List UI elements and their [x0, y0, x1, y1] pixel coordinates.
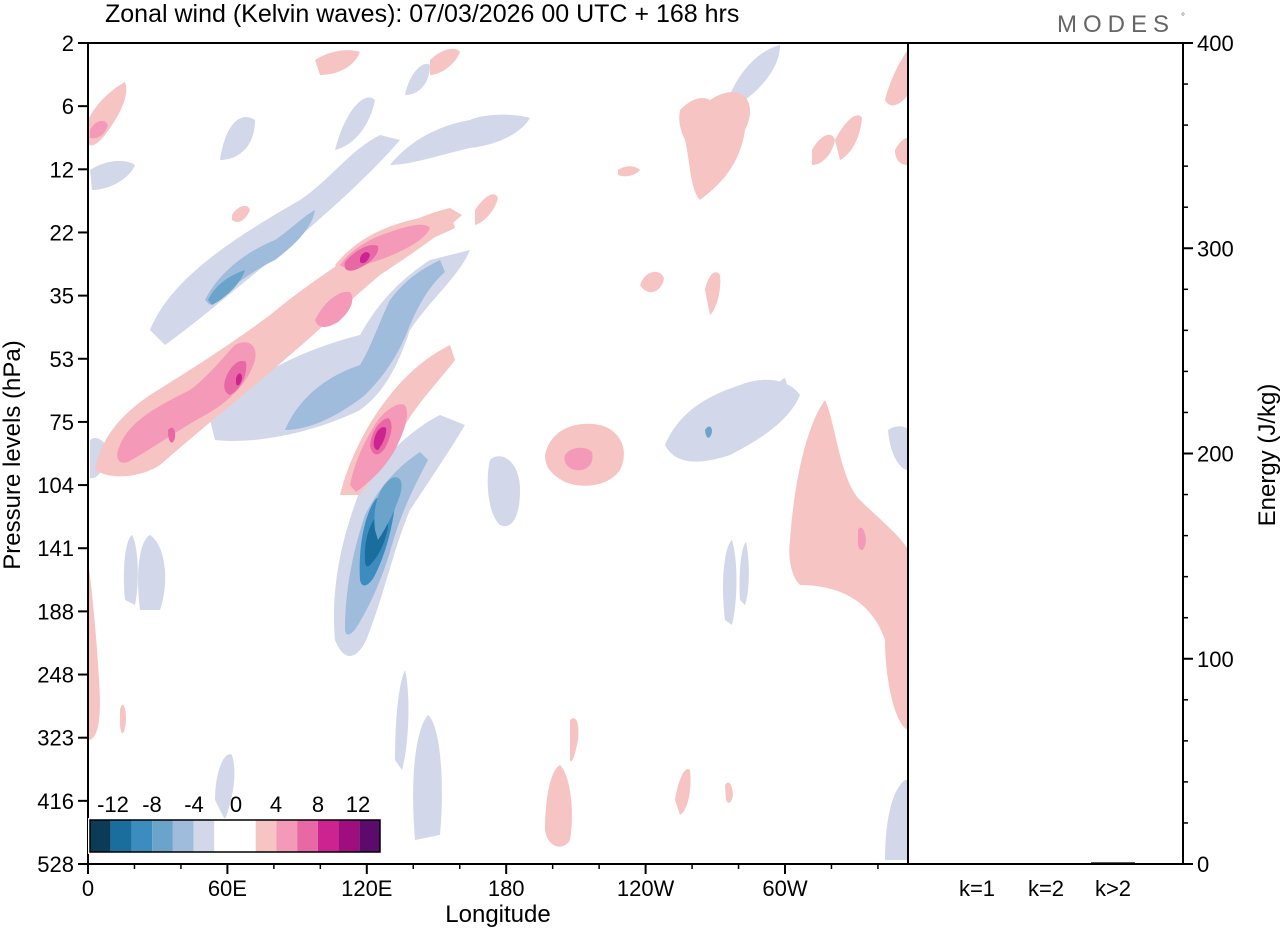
colorbar-swatch — [235, 820, 256, 852]
colorbar-swatch — [90, 820, 111, 852]
negative-contours-6 — [208, 270, 712, 540]
positive-contours-mid — [90, 120, 866, 551]
y-tick-label: 2 — [62, 31, 74, 56]
colorbar-swatch — [131, 820, 153, 852]
energy-bar — [1024, 863, 1068, 865]
y-axis-label: Pressure levels (hPa) — [0, 340, 26, 569]
x-tick-label: 60E — [208, 876, 247, 901]
brand-mark: ° — [1181, 12, 1185, 23]
colorbar-label: -12 — [97, 792, 129, 817]
energy-axis-label: Energy (J/kg) — [1254, 384, 1280, 527]
colorbar-swatch — [214, 820, 235, 852]
colorbar-label: 8 — [312, 792, 324, 817]
y-axis: 2 6 12 22 35 53 75 104 141 188 248 323 416 528 — [37, 31, 88, 877]
y-tick-label: 528 — [37, 852, 74, 877]
y-tick-label: 323 — [37, 726, 74, 751]
energy-tick-label: 0 — [1197, 852, 1209, 877]
x-axis: 0 60E 120E 180 120W 60W — [82, 864, 879, 901]
energy-tick-label: 300 — [1197, 236, 1234, 261]
y-tick-label: 6 — [62, 94, 74, 119]
x-tick-label: 0 — [82, 876, 94, 901]
colorbar-label: -8 — [142, 792, 162, 817]
colorbar-label: -4 — [184, 792, 204, 817]
energy-bar — [955, 863, 999, 865]
positive-contours-core — [236, 252, 387, 450]
y-tick-label: 248 — [37, 663, 74, 688]
colorbar-swatch — [359, 820, 380, 852]
colorbar-label: 12 — [346, 792, 370, 817]
colorbar-swatch — [255, 820, 277, 852]
colorbar-swatch — [338, 820, 360, 852]
y-tick-label: 35 — [50, 284, 74, 309]
energy-tick-label: 200 — [1197, 442, 1234, 467]
energy-category-label: k=2 — [1028, 876, 1064, 901]
colorbar-swatch — [297, 820, 318, 852]
x-tick-label: 60W — [762, 876, 807, 901]
y-tick-label: 53 — [50, 347, 74, 372]
colorbar-label: 4 — [270, 792, 282, 817]
energy-category-label: k=1 — [959, 876, 995, 901]
energy-tick-label: 100 — [1197, 647, 1234, 672]
negative-contours-light — [90, 45, 908, 860]
x-tick-label: 120W — [617, 876, 675, 901]
colorbar-swatch — [317, 820, 339, 852]
energy-category-label: k>2 — [1095, 876, 1131, 901]
colorbar-frame — [89, 819, 381, 853]
positive-contours-light — [88, 48, 908, 847]
y-tick-label: 141 — [37, 536, 74, 561]
chart-title: Zonal wind (Kelvin waves): 07/03/2026 00… — [105, 0, 739, 28]
colorbar-swatch — [152, 820, 173, 852]
energy-tick-label: 400 — [1197, 31, 1234, 56]
colorbar-swatch — [172, 820, 194, 852]
colorbar-swatch — [193, 820, 215, 852]
y-tick-label: 416 — [37, 789, 74, 814]
colorbar: -12 -8 -4 0 4 8 12 — [88, 792, 382, 854]
plot-area-frame — [87, 42, 909, 865]
y-tick-label: 104 — [37, 473, 74, 498]
colorbar-label: 0 — [230, 792, 242, 817]
contour-field — [88, 45, 908, 860]
energy-bars — [955, 862, 1135, 865]
energy-categories: k=1 k=2 k>2 — [959, 876, 1131, 901]
y-tick-label: 75 — [50, 410, 74, 435]
y-tick-label: 12 — [50, 157, 74, 182]
energy-axis: 0 100 200 300 400 — [1183, 31, 1234, 877]
brand-logo: MODES — [1057, 11, 1175, 38]
x-tick-label: 120E — [341, 876, 392, 901]
colorbar-swatch — [276, 820, 298, 852]
x-tick-label: 180 — [488, 876, 525, 901]
y-tick-label: 188 — [37, 599, 74, 624]
x-axis-label: Longitude — [445, 901, 550, 928]
energy-bar — [1091, 862, 1135, 864]
y-tick-label: 22 — [50, 220, 74, 245]
colorbar-swatch — [110, 820, 132, 852]
energy-panel-frame — [907, 42, 1184, 865]
